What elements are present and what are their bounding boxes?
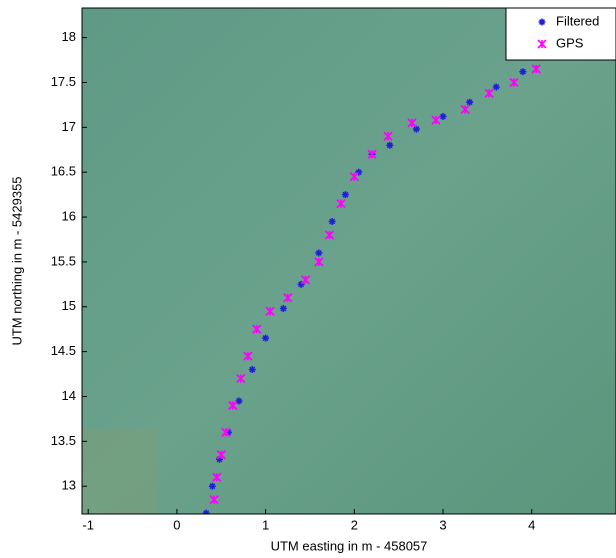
legend: Filtered GPS	[505, 7, 616, 61]
x-tick-label: 3	[439, 517, 446, 532]
point	[315, 249, 323, 257]
point	[324, 230, 335, 240]
x-tick-label: 0	[173, 517, 180, 532]
y-tick-label: 16	[62, 208, 76, 223]
y-tick-label: 14	[62, 388, 76, 403]
point	[208, 482, 216, 490]
point	[224, 428, 232, 436]
point	[216, 450, 226, 460]
x-tick-label: 2	[351, 517, 358, 532]
point	[509, 77, 519, 88]
y-axis-label: UTM northing in m - 5429355	[9, 176, 24, 345]
x-tick-label: -1	[82, 517, 94, 532]
background-image	[82, 8, 616, 514]
y-tick-label: 13.5	[51, 433, 76, 448]
point	[336, 198, 346, 209]
point	[407, 118, 417, 128]
legend-box	[505, 7, 616, 61]
point	[236, 373, 246, 384]
point	[412, 125, 420, 133]
point	[215, 455, 223, 463]
point	[265, 306, 275, 316]
point	[252, 324, 262, 334]
y-tick-label: 17	[62, 119, 76, 134]
legend-marker	[538, 18, 546, 26]
point	[297, 280, 305, 288]
point	[228, 400, 238, 411]
point	[341, 191, 349, 199]
point	[235, 397, 243, 405]
point	[212, 472, 222, 482]
y-tick-label: 15	[62, 298, 76, 313]
point	[431, 115, 441, 125]
x-tick-label: 1	[262, 517, 269, 532]
point	[283, 293, 293, 303]
point	[439, 113, 447, 121]
point	[349, 172, 359, 182]
point	[386, 141, 394, 149]
point	[314, 257, 324, 267]
point	[466, 98, 474, 106]
y-tick-label: 13	[62, 478, 76, 493]
point	[492, 83, 500, 91]
point	[484, 88, 494, 98]
point	[248, 366, 256, 374]
point	[262, 334, 270, 342]
y-tick-label: 16.5	[51, 164, 76, 179]
point	[279, 305, 287, 313]
point	[202, 509, 210, 514]
background-patch	[82, 430, 157, 514]
y-tick-label: 14.5	[51, 343, 76, 358]
point	[209, 495, 219, 505]
x-tick-label: 4	[528, 517, 535, 532]
legend-marker	[537, 39, 547, 49]
point	[221, 427, 231, 437]
point	[367, 149, 377, 159]
point	[243, 351, 253, 361]
legend-label: Filtered	[556, 13, 599, 28]
y-tick-label: 17.5	[51, 74, 76, 89]
point	[300, 275, 311, 285]
point	[328, 218, 336, 226]
x-axis-label: UTM easting in m - 458057	[271, 538, 428, 553]
y-tick-label: 18	[62, 29, 76, 44]
y-tick-label: 15.5	[51, 253, 76, 268]
point	[355, 168, 363, 176]
point	[531, 64, 541, 74]
legend-label: GPS	[556, 35, 584, 50]
axes-frame	[81, 7, 616, 515]
plot-area	[202, 20, 607, 514]
point	[519, 68, 527, 76]
point	[460, 104, 470, 115]
point	[383, 131, 393, 141]
